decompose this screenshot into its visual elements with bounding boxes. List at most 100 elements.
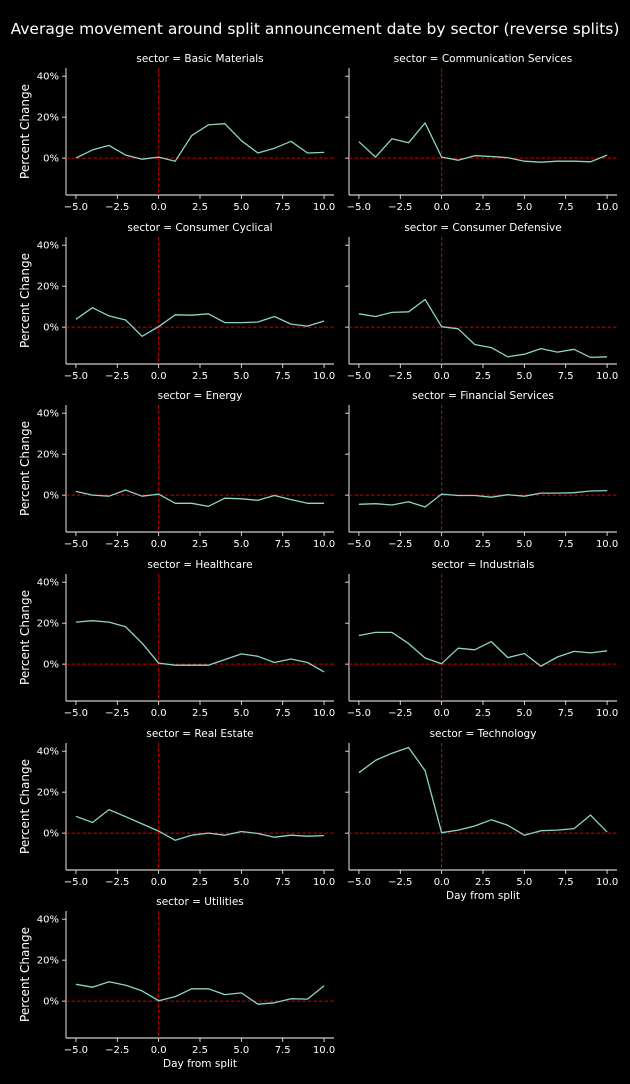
x-tick-label: 2.5 [475,539,491,550]
x-tick-label: 7.5 [558,539,574,550]
y-tick-label: 0% [43,491,59,502]
x-tick-label: 2.5 [192,1045,208,1056]
y-tick-label: 0% [43,660,59,671]
y-tick-label: 40% [37,747,59,758]
y-tick-label: 20% [37,619,59,630]
panel-title: sector = Technology [430,728,537,740]
x-tick-label: −2.5 [388,708,412,719]
x-tick-label: −5.0 [347,202,371,213]
x-tick-label: 2.5 [475,202,491,213]
y-tick-label: 20% [37,450,59,461]
x-tick-label: −2.5 [388,877,412,888]
y-axis-label: Percent Change [18,84,32,179]
x-tick-label: 5.0 [516,708,532,719]
series-line [75,981,325,1005]
x-tick-label: −5.0 [64,1045,88,1056]
x-tick-label: 7.5 [275,1045,291,1056]
x-tick-label: 0.0 [151,877,167,888]
panel-title: sector = Real Estate [146,728,253,740]
series-line [358,298,608,359]
x-tick-label: 7.5 [275,539,291,550]
x-tick-label: −2.5 [388,539,412,550]
x-tick-label: 5.0 [233,708,249,719]
x-tick-label: 2.5 [475,877,491,888]
x-tick-label: 7.5 [275,877,291,888]
x-tick-label: −5.0 [347,877,371,888]
x-tick-label: 5.0 [233,1045,249,1056]
x-tick-label: 10.0 [313,1045,335,1056]
x-tick-label: 5.0 [233,371,249,382]
x-tick-label: 10.0 [596,877,618,888]
panel-title: sector = Healthcare [147,559,252,571]
y-tick-label: 20% [37,113,59,124]
y-axis-label: Percent Change [18,421,32,516]
x-tick-label: 5.0 [516,202,532,213]
y-tick-label: 0% [43,997,59,1008]
panel-title: sector = Communication Services [394,53,572,65]
y-axis-label: Percent Change [18,253,32,348]
x-tick-label: 2.5 [192,202,208,213]
x-tick-label: −5.0 [64,539,88,550]
x-tick-label: 10.0 [596,371,618,382]
x-tick-label: 7.5 [558,371,574,382]
y-tick-label: 40% [37,241,59,252]
panel: sector = Consumer Cyclical 0% 20% 40% −5.0 −2… [18,222,335,382]
x-tick-label: −2.5 [388,202,412,213]
x-tick-label: 0.0 [151,371,167,382]
x-tick-label: 10.0 [596,202,618,213]
x-tick-label: −2.5 [105,1045,129,1056]
x-tick-label: −5.0 [347,539,371,550]
y-tick-label: 40% [37,409,59,420]
x-tick-label: 0.0 [434,877,450,888]
y-tick-label: 0% [43,323,59,334]
x-tick-label: 10.0 [313,877,335,888]
x-tick-label: 5.0 [233,877,249,888]
x-tick-label: 5.0 [233,202,249,213]
x-tick-label: 0.0 [434,371,450,382]
x-tick-label: 5.0 [516,539,532,550]
x-tick-label: 5.0 [516,877,532,888]
x-axis-label: Day from split [163,1058,237,1070]
series-line [358,746,608,836]
x-tick-label: 2.5 [192,539,208,550]
panel: sector = Basic Materials 0% 20% 40% −5.0 −2.5… [18,53,335,213]
x-tick-label: 2.5 [192,371,208,382]
panel: sector = Industrials −5.0 −2.5 0.0 2.5 5.0 7.5… [345,559,618,719]
x-tick-label: 5.0 [516,371,532,382]
x-tick-label: −2.5 [105,202,129,213]
x-tick-label: 0.0 [151,539,167,550]
x-tick-label: 10.0 [313,708,335,719]
panel-title: sector = Consumer Defensive [404,222,561,234]
series-line [358,489,608,508]
panel: sector = Consumer Defensive −5.0 −2.5 0.0 2.… [345,222,618,382]
chart-title: Average movement around split announceme… [11,20,620,38]
series-line [75,620,325,673]
x-tick-label: 10.0 [596,708,618,719]
panel: sector = Financial Services −5.0 −2.5 0.0 2.… [345,390,618,550]
x-tick-label: 7.5 [275,708,291,719]
panel: sector = Technology −5.0 −2.5 0.0 2.5 5.0 7.5 1… [345,728,618,902]
x-tick-label: 2.5 [475,371,491,382]
panel: sector = Utilities 0% 20% 40% −5.0 −2.5 0.0 2.5… [18,896,335,1070]
x-tick-label: 7.5 [558,202,574,213]
y-tick-label: 40% [37,915,59,926]
x-tick-label: −5.0 [64,877,88,888]
x-tick-label: 5.0 [233,539,249,550]
y-tick-label: 0% [43,829,59,840]
y-tick-label: 40% [37,578,59,589]
series-line [75,123,325,162]
x-tick-label: 2.5 [475,708,491,719]
x-tick-label: 10.0 [313,539,335,550]
x-tick-label: 7.5 [558,877,574,888]
series-line [358,122,608,163]
x-tick-label: 7.5 [275,371,291,382]
y-axis-label: Percent Change [18,927,32,1022]
x-tick-label: 0.0 [434,202,450,213]
series-line [358,631,608,667]
panel-title: sector = Energy [158,390,243,402]
series-line [75,307,325,337]
x-axis-label: Day from split [446,890,520,902]
x-tick-label: 0.0 [151,202,167,213]
